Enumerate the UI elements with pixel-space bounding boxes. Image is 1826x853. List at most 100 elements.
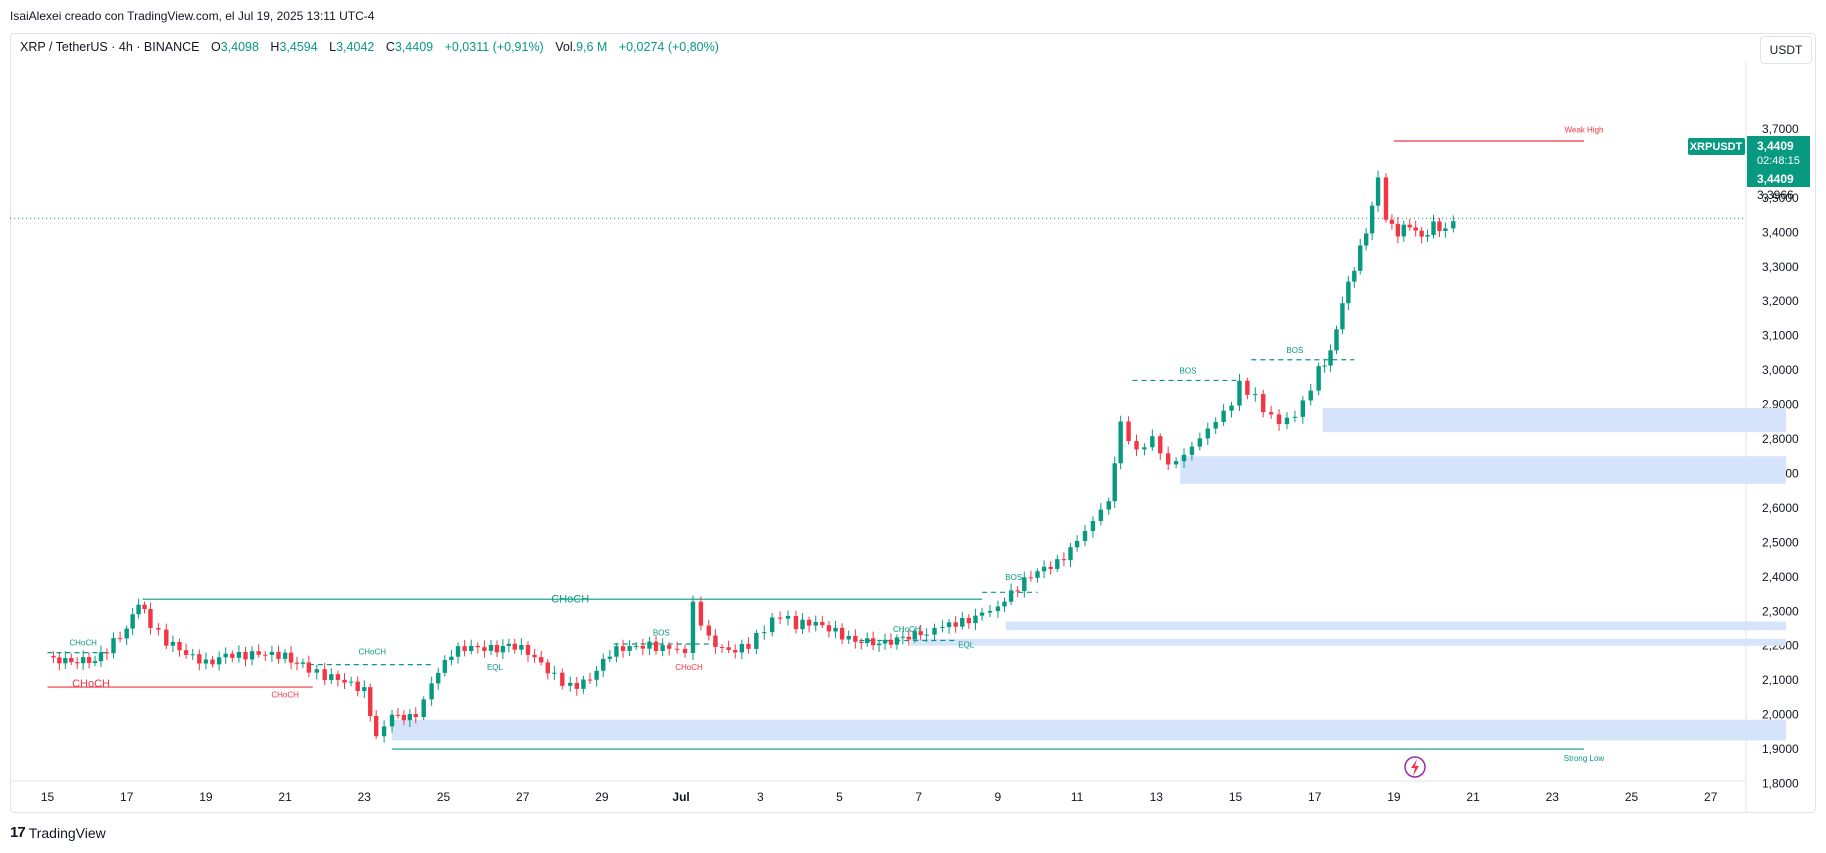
x-tick-label: 3 bbox=[757, 790, 764, 804]
x-tick-label: 15 bbox=[1229, 790, 1243, 804]
candle-body bbox=[1363, 233, 1369, 246]
candle-body bbox=[698, 601, 704, 626]
candle-body bbox=[820, 621, 825, 626]
candle-body bbox=[690, 601, 696, 654]
candle-body bbox=[960, 618, 965, 627]
symbol-tag-box bbox=[1688, 138, 1745, 155]
candle-body bbox=[682, 648, 688, 654]
candle-body bbox=[98, 652, 104, 662]
candle-body bbox=[1150, 436, 1155, 448]
candle-body bbox=[111, 638, 116, 654]
candle-body bbox=[263, 654, 268, 656]
candle-body bbox=[918, 631, 923, 636]
x-tick-label: 23 bbox=[1546, 790, 1560, 804]
y-tick-label: 3,2000 bbox=[1762, 294, 1799, 308]
volume-label: Vol. bbox=[555, 40, 577, 54]
candle-body bbox=[1322, 365, 1327, 367]
low-label: L bbox=[329, 40, 337, 54]
x-tick-label: Jul bbox=[672, 790, 689, 804]
candle-body bbox=[500, 646, 506, 653]
candle-body bbox=[574, 682, 580, 689]
candle-body bbox=[1292, 416, 1298, 418]
candle-body bbox=[1316, 366, 1321, 391]
smc-annotation: BOS bbox=[1005, 573, 1022, 582]
candle-body bbox=[249, 651, 255, 660]
candle-body bbox=[1189, 446, 1195, 455]
candle-body bbox=[777, 617, 783, 619]
candle-body bbox=[488, 645, 494, 651]
candle-body bbox=[627, 646, 632, 651]
order-block-zone bbox=[1005, 621, 1786, 631]
candle-body bbox=[57, 657, 62, 664]
candle-body bbox=[368, 687, 373, 716]
candle-body bbox=[806, 619, 812, 626]
y-tick-label: 1,9000 bbox=[1762, 742, 1799, 756]
symbol-name[interactable]: XRP / TetherUS · 4h · BINANCE bbox=[20, 40, 200, 54]
smc-annotation: CHoCH bbox=[551, 594, 589, 606]
candle-body bbox=[1389, 219, 1395, 224]
candle-body bbox=[306, 662, 312, 673]
x-tick-label: 7 bbox=[915, 790, 922, 804]
candle-body bbox=[1401, 224, 1406, 237]
volume-change: +0,0274 (+0,80%) bbox=[618, 40, 719, 54]
y-tick-label: 3,4000 bbox=[1762, 225, 1799, 239]
symbol-legend[interactable]: XRP / TetherUS · 4h · BINANCE O3,4098 H3… bbox=[20, 40, 719, 54]
y-tick-label: 1,8000 bbox=[1762, 777, 1799, 791]
candle-body bbox=[335, 674, 341, 680]
candle-body bbox=[469, 645, 474, 651]
candle-body bbox=[449, 656, 454, 661]
x-tick-label: 21 bbox=[278, 790, 292, 804]
candle-body bbox=[987, 610, 993, 613]
candle-body bbox=[442, 660, 448, 673]
candle-body bbox=[80, 657, 86, 664]
candle-body bbox=[1276, 414, 1282, 425]
candle-body bbox=[236, 652, 242, 658]
candle-body bbox=[726, 647, 731, 650]
x-tick-label: 9 bbox=[995, 790, 1002, 804]
candle-body bbox=[256, 651, 261, 655]
candle-body bbox=[859, 641, 864, 644]
lightning-icon bbox=[1404, 756, 1426, 778]
candle-body bbox=[197, 654, 202, 664]
high-value: 3,4594 bbox=[279, 40, 318, 54]
candle-body bbox=[51, 656, 56, 658]
candle-body bbox=[216, 657, 222, 665]
currency-button[interactable]: USDT bbox=[1760, 36, 1812, 64]
candle-body bbox=[1237, 380, 1242, 406]
candle-body bbox=[117, 638, 123, 640]
candle-body bbox=[785, 615, 791, 619]
high-label: H bbox=[270, 40, 280, 54]
candle-body bbox=[882, 639, 888, 644]
y-tick-label: 3,3000 bbox=[1762, 260, 1799, 274]
candle-body bbox=[532, 654, 537, 658]
tradingview-footer[interactable]: 17 TradingView bbox=[10, 824, 106, 841]
candle-body bbox=[148, 609, 153, 628]
smc-annotation: CHoCH bbox=[72, 678, 110, 690]
price-change: +0,0311 (+0,91%) bbox=[444, 40, 544, 54]
candle-body bbox=[826, 625, 832, 632]
order-block-zone bbox=[392, 719, 1786, 741]
x-tick-label: 27 bbox=[1704, 790, 1718, 804]
candle-body bbox=[63, 658, 68, 664]
candle-body bbox=[1346, 281, 1351, 304]
candle-body bbox=[75, 662, 80, 664]
candle-body bbox=[329, 674, 334, 681]
candle-body bbox=[614, 646, 619, 657]
candle-body bbox=[1268, 412, 1274, 415]
candle-body bbox=[601, 658, 606, 671]
candle-body bbox=[1383, 177, 1389, 220]
candle-body bbox=[300, 662, 306, 664]
candle-body bbox=[746, 643, 751, 649]
candle-body bbox=[1437, 221, 1442, 232]
price-tag-countdown: 02:48:15 bbox=[1757, 155, 1800, 167]
price-tag-value: 3,4409 bbox=[1757, 139, 1794, 153]
candle-body bbox=[104, 652, 110, 654]
candle-body bbox=[640, 645, 646, 649]
candle-body bbox=[92, 661, 98, 663]
open-label: O bbox=[210, 40, 221, 54]
candle-body bbox=[995, 606, 1001, 611]
candle-body bbox=[1221, 410, 1226, 422]
y-tick-label: 2,5000 bbox=[1762, 535, 1799, 549]
candle-body bbox=[294, 662, 300, 664]
